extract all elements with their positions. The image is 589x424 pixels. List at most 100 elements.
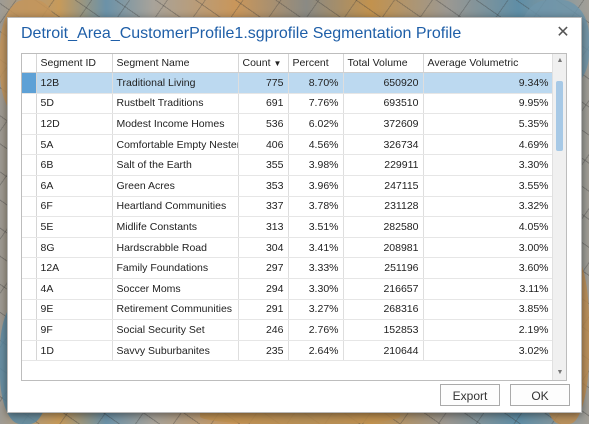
table-cell: 247115 [343, 175, 424, 197]
table-cell: 251196 [343, 257, 424, 279]
table-cell: Rustbelt Traditions [112, 93, 239, 115]
table-row[interactable]: 12D Modest Income Homes 536 6.02% 372609 5.35… [22, 113, 554, 135]
row-selector[interactable] [22, 134, 37, 156]
table-cell: Heartland Communities [112, 196, 239, 218]
table-cell: 4.05% [423, 216, 554, 238]
table-cell: 2.76% [288, 319, 344, 341]
table-cell: Soccer Moms [112, 278, 239, 300]
table-cell: 4A [36, 278, 113, 300]
sort-descending-icon: ▼ [273, 59, 282, 68]
table-row[interactable]: 12A Family Foundations 297 3.33% 251196 3.60% [22, 257, 554, 279]
table-cell: Savvy Suburbanites [112, 340, 239, 362]
column-header-total-volume[interactable]: Total Volume [343, 54, 424, 73]
scroll-down-icon[interactable]: ▼ [556, 369, 564, 376]
table-cell: 6F [36, 196, 113, 218]
table-cell: 5E [36, 216, 113, 238]
row-selector[interactable] [22, 257, 37, 279]
row-selector[interactable] [22, 340, 37, 362]
ok-button[interactable]: OK [510, 384, 570, 406]
table-row[interactable]: 5D Rustbelt Traditions 691 7.76% 693510 9.95% [22, 93, 554, 115]
table-cell: 3.02% [423, 340, 554, 362]
table-cell: 294 [238, 278, 289, 300]
table-cell: 208981 [343, 237, 424, 259]
table-cell: 3.27% [288, 299, 344, 321]
scrollbar-thumb[interactable] [556, 81, 563, 151]
table-cell: 3.00% [423, 237, 554, 259]
table-cell: 282580 [343, 216, 424, 238]
close-icon[interactable]: ✕ [556, 24, 570, 41]
row-selector[interactable] [22, 93, 37, 115]
table-cell: 9E [36, 299, 113, 321]
column-header-percent[interactable]: Percent [288, 54, 344, 73]
table-row[interactable]: 6F Heartland Communities 337 3.78% 231128 3.3… [22, 196, 554, 218]
table-cell: 3.60% [423, 257, 554, 279]
table-cell: 12A [36, 257, 113, 279]
table-cell: 3.30% [288, 278, 344, 300]
table-cell: 3.11% [423, 278, 554, 300]
table-cell: 693510 [343, 93, 424, 115]
row-selector[interactable] [22, 319, 37, 341]
table-cell: 12B [36, 72, 113, 94]
row-selector[interactable] [22, 237, 37, 259]
table-cell: 3.85% [423, 299, 554, 321]
table-cell: 650920 [343, 72, 424, 94]
row-selector[interactable] [22, 216, 37, 238]
row-selector[interactable] [22, 278, 37, 300]
table-row[interactable]: 8G Hardscrabble Road 304 3.41% 208981 3.00% [22, 237, 554, 259]
segment-table: Segment ID Segment Name Count ▼ Percent T… [21, 53, 567, 381]
table-cell: Green Acres [112, 175, 239, 197]
table-cell: 7.76% [288, 93, 344, 115]
column-header-segment-id[interactable]: Segment ID [36, 54, 113, 73]
table-row[interactable]: 9F Social Security Set 246 2.76% 152853 2.19% [22, 319, 554, 341]
table-cell: 3.51% [288, 216, 344, 238]
table-row[interactable]: 5E Midlife Constants 313 3.51% 282580 4.05% [22, 216, 554, 238]
table-cell: 231128 [343, 196, 424, 218]
table-cell: 353 [238, 175, 289, 197]
table-cell: 152853 [343, 319, 424, 341]
table-cell: 229911 [343, 154, 424, 176]
row-selector[interactable] [22, 72, 37, 94]
table-cell: 4.69% [423, 134, 554, 156]
table-cell: Midlife Constants [112, 216, 239, 238]
scroll-up-icon[interactable]: ▲ [556, 57, 564, 64]
row-selector[interactable] [22, 113, 37, 135]
table-cell: 313 [238, 216, 289, 238]
table-cell: 2.64% [288, 340, 344, 362]
table-cell: 3.96% [288, 175, 344, 197]
table-row[interactable]: 5A Comfortable Empty Nesters 406 4.56% 32673… [22, 134, 554, 156]
table-row[interactable]: 9E Retirement Communities 291 3.27% 268316 3.… [22, 299, 554, 321]
table-cell: 326734 [343, 134, 424, 156]
table-cell: 8G [36, 237, 113, 259]
table-cell: Traditional Living [112, 72, 239, 94]
vertical-scrollbar[interactable]: ▲ ▼ [552, 54, 566, 380]
table-cell: 210644 [343, 340, 424, 362]
table-cell: 337 [238, 196, 289, 218]
table-cell: 536 [238, 113, 289, 135]
table-cell: 3.55% [423, 175, 554, 197]
row-selector[interactable] [22, 175, 37, 197]
table-cell: 775 [238, 72, 289, 94]
segmentation-profile-dialog: Detroit_Area_CustomerProfile1.sgprofile … [7, 17, 582, 413]
row-selector[interactable] [22, 154, 37, 176]
table-header-row: Segment ID Segment Name Count ▼ Percent T… [22, 54, 554, 73]
row-selector[interactable] [22, 196, 37, 218]
table-cell: 6.02% [288, 113, 344, 135]
column-header-count-label: Count [242, 57, 271, 69]
row-selector[interactable] [22, 299, 37, 321]
dialog-title: Detroit_Area_CustomerProfile1.sgprofile … [21, 25, 462, 42]
table-cell: 9.34% [423, 72, 554, 94]
column-header-average-volumetric[interactable]: Average Volumetric [423, 54, 554, 73]
column-header-segment-name[interactable]: Segment Name [112, 54, 239, 73]
table-row[interactable]: 1D Savvy Suburbanites 235 2.64% 210644 3.02% [22, 340, 554, 362]
table-row[interactable]: 6A Green Acres 353 3.96% 247115 3.55% [22, 175, 554, 197]
table-cell: 4.56% [288, 134, 344, 156]
table-cell: Hardscrabble Road [112, 237, 239, 259]
table-cell: 691 [238, 93, 289, 115]
table-cell: 8.70% [288, 72, 344, 94]
table-row[interactable]: 12B Traditional Living 775 8.70% 650920 9.34% [22, 72, 554, 94]
export-button[interactable]: Export [440, 384, 500, 406]
table-row[interactable]: 4A Soccer Moms 294 3.30% 216657 3.11% [22, 278, 554, 300]
table-cell: 6A [36, 175, 113, 197]
column-header-count[interactable]: Count ▼ [238, 54, 289, 73]
table-row[interactable]: 6B Salt of the Earth 355 3.98% 229911 3.30% [22, 154, 554, 176]
